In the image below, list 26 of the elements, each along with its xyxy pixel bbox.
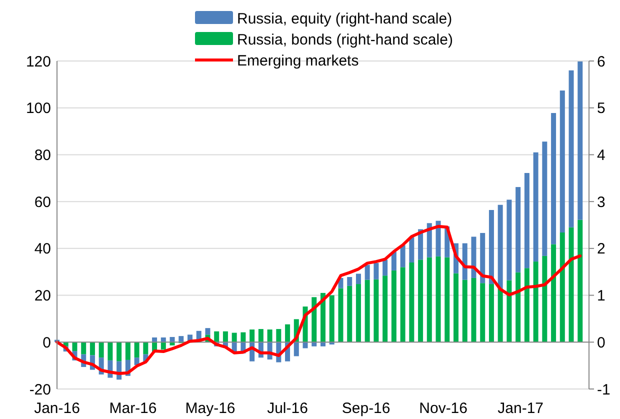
x-tick-label: Sep-16	[342, 400, 390, 417]
x-tick-label: Mar-16	[109, 400, 157, 417]
y2-tick-label: 1	[597, 288, 606, 305]
y2-tick-label: 3	[597, 194, 606, 211]
y2-tick-label: 4	[597, 146, 606, 164]
legend-label: Russia, bonds (right-hand scale)	[237, 31, 453, 48]
x-tick-label: Jul-16	[267, 400, 308, 417]
y-tick-label: 60	[34, 194, 51, 211]
y2-tick-label: 2	[597, 240, 606, 258]
y2-tick-label: 0	[597, 334, 606, 352]
y-tick-label: 100	[26, 100, 51, 118]
y-tick-label: -20	[29, 381, 51, 398]
legend-label: Russia, equity (right-hand scale)	[237, 10, 452, 28]
y-tick-label: 40	[34, 240, 51, 258]
x-tick-label: Jan-16	[34, 400, 80, 417]
x-tick-label: May-16	[185, 400, 236, 417]
x-tick-label: Nov-16	[419, 400, 468, 417]
y2-tick-label: -1	[597, 381, 610, 398]
y-tick-label: 0	[42, 334, 51, 352]
x-tick-label: Jan-17	[498, 400, 544, 417]
legend-label: Emerging markets	[237, 52, 359, 70]
y2-tick-label: 6	[597, 53, 606, 70]
y-tick-label: 20	[34, 288, 51, 305]
y-tick-label: 120	[26, 53, 51, 70]
y2-tick-label: 5	[597, 100, 606, 118]
y-tick-label: 80	[34, 146, 51, 164]
